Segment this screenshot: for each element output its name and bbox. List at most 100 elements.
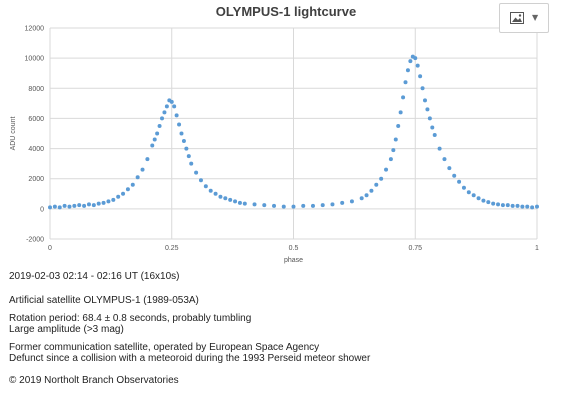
y-tick-label: 4000 bbox=[28, 146, 44, 153]
data-point bbox=[505, 203, 510, 208]
data-point bbox=[510, 203, 515, 208]
data-point bbox=[491, 201, 496, 206]
data-point bbox=[388, 157, 393, 162]
data-point bbox=[184, 146, 189, 151]
image-icon bbox=[510, 12, 524, 24]
y-tick-label: 10000 bbox=[25, 56, 45, 63]
data-point bbox=[262, 203, 267, 208]
data-point bbox=[233, 199, 238, 204]
data-point bbox=[420, 86, 425, 91]
data-point bbox=[349, 199, 354, 204]
data-point bbox=[437, 146, 442, 151]
data-point bbox=[530, 205, 535, 210]
data-point bbox=[496, 202, 501, 207]
y-tick-label: 12000 bbox=[25, 26, 45, 33]
data-point bbox=[189, 161, 194, 166]
data-point bbox=[223, 196, 228, 201]
data-point bbox=[106, 199, 111, 204]
data-point bbox=[77, 203, 82, 208]
rotation-period: Rotation period: 68.4 ± 0.8 seconds, pro… bbox=[9, 313, 252, 324]
data-point bbox=[237, 200, 242, 205]
data-point bbox=[535, 204, 539, 209]
data-point bbox=[145, 157, 150, 162]
data-point bbox=[369, 188, 374, 193]
data-point bbox=[461, 185, 466, 190]
data-point bbox=[252, 202, 257, 207]
x-axis-label: phase bbox=[284, 257, 303, 264]
data-point bbox=[432, 133, 437, 138]
data-point bbox=[520, 204, 525, 209]
data-point bbox=[442, 157, 447, 162]
former-description: Former communication satellite, operated… bbox=[9, 342, 320, 353]
observation-datetime: 2019-02-03 02:14 - 02:16 UT (16x10s) bbox=[9, 271, 180, 282]
data-point bbox=[391, 148, 396, 153]
y-tick-label: 2000 bbox=[28, 176, 44, 183]
data-point bbox=[476, 196, 481, 201]
data-point bbox=[291, 204, 296, 209]
data-point bbox=[379, 176, 384, 181]
copyright: © 2019 Northolt Branch Observatories bbox=[9, 375, 179, 386]
x-tick-label: 1 bbox=[535, 245, 539, 252]
data-point bbox=[177, 122, 182, 127]
data-point bbox=[162, 110, 167, 115]
data-point bbox=[413, 56, 418, 61]
data-point bbox=[425, 107, 430, 112]
data-point bbox=[208, 188, 213, 193]
data-point bbox=[374, 182, 379, 187]
data-point bbox=[398, 110, 403, 115]
x-tick-label: 0 bbox=[48, 245, 52, 252]
lightcurve-chart: OLYMPUS-1 lightcurve -2000 0 2000 4000 6000 8… bbox=[10, 4, 539, 264]
chevron-down-icon: ▼ bbox=[532, 13, 539, 22]
data-point bbox=[111, 197, 116, 202]
data-point bbox=[242, 201, 247, 206]
data-point bbox=[272, 203, 277, 208]
data-point bbox=[396, 123, 401, 128]
chart-menu-button[interactable]: ▼ bbox=[499, 3, 549, 33]
data-point bbox=[174, 113, 179, 118]
data-point bbox=[515, 203, 520, 208]
data-point bbox=[447, 166, 452, 171]
data-point bbox=[125, 187, 130, 192]
data-point bbox=[301, 203, 306, 208]
data-point bbox=[359, 196, 364, 201]
data-point bbox=[150, 143, 155, 148]
y-axis-label: ADU count bbox=[10, 117, 17, 151]
data-point bbox=[418, 74, 423, 79]
data-point bbox=[91, 203, 96, 208]
y-tick-label: 8000 bbox=[28, 86, 44, 93]
data-point bbox=[164, 104, 169, 109]
data-point bbox=[228, 197, 233, 202]
y-tick-label: 0 bbox=[40, 206, 44, 213]
data-point bbox=[310, 203, 315, 208]
data-point bbox=[48, 205, 52, 210]
data-point bbox=[405, 68, 410, 73]
data-point bbox=[140, 167, 145, 172]
data-point bbox=[452, 173, 457, 178]
data-point bbox=[422, 98, 427, 103]
data-point bbox=[471, 193, 476, 198]
data-point bbox=[67, 204, 72, 209]
data-point bbox=[157, 123, 162, 128]
data-point bbox=[218, 194, 223, 199]
x-tick-label: 0.75 bbox=[408, 245, 422, 252]
object-name: Artificial satellite OLYMPUS-1 (1989-053… bbox=[9, 295, 199, 306]
data-point bbox=[320, 203, 325, 208]
data-point bbox=[203, 184, 208, 189]
data-point bbox=[172, 104, 177, 109]
data-point bbox=[169, 99, 174, 104]
data-point bbox=[181, 139, 186, 144]
data-point bbox=[194, 170, 199, 175]
y-tick-label: -2000 bbox=[26, 237, 44, 244]
data-point bbox=[121, 191, 126, 196]
data-point bbox=[57, 205, 62, 210]
x-tick-labels: 0 0.25 0.5 0.75 1 bbox=[48, 245, 539, 252]
defunct-description: Defunct since a collision with a meteoro… bbox=[9, 353, 371, 364]
data-point bbox=[179, 131, 184, 136]
data-point bbox=[457, 179, 462, 184]
data-point bbox=[213, 191, 218, 196]
data-point bbox=[135, 175, 140, 180]
data-point bbox=[401, 95, 406, 100]
data-point bbox=[155, 131, 160, 136]
data-point bbox=[430, 125, 435, 130]
data-point bbox=[415, 63, 420, 68]
